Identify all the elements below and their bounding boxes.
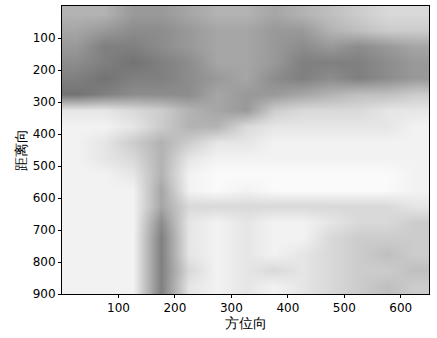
- svg-text:300: 300: [33, 95, 56, 109]
- svg-text:700: 700: [33, 223, 56, 237]
- svg-text:400: 400: [276, 301, 299, 315]
- svg-text:200: 200: [163, 301, 186, 315]
- svg-text:600: 600: [33, 191, 56, 205]
- svg-text:方位向: 方位向: [225, 315, 267, 331]
- svg-text:300: 300: [220, 301, 243, 315]
- svg-text:900: 900: [33, 287, 56, 301]
- svg-text:100: 100: [107, 301, 130, 315]
- svg-text:100: 100: [33, 31, 56, 45]
- svg-text:距离向: 距离向: [13, 129, 29, 171]
- svg-text:500: 500: [33, 159, 56, 173]
- svg-text:400: 400: [33, 127, 56, 141]
- svg-text:800: 800: [33, 255, 56, 269]
- svg-text:500: 500: [333, 301, 356, 315]
- svg-text:200: 200: [33, 63, 56, 77]
- svg-text:600: 600: [389, 301, 412, 315]
